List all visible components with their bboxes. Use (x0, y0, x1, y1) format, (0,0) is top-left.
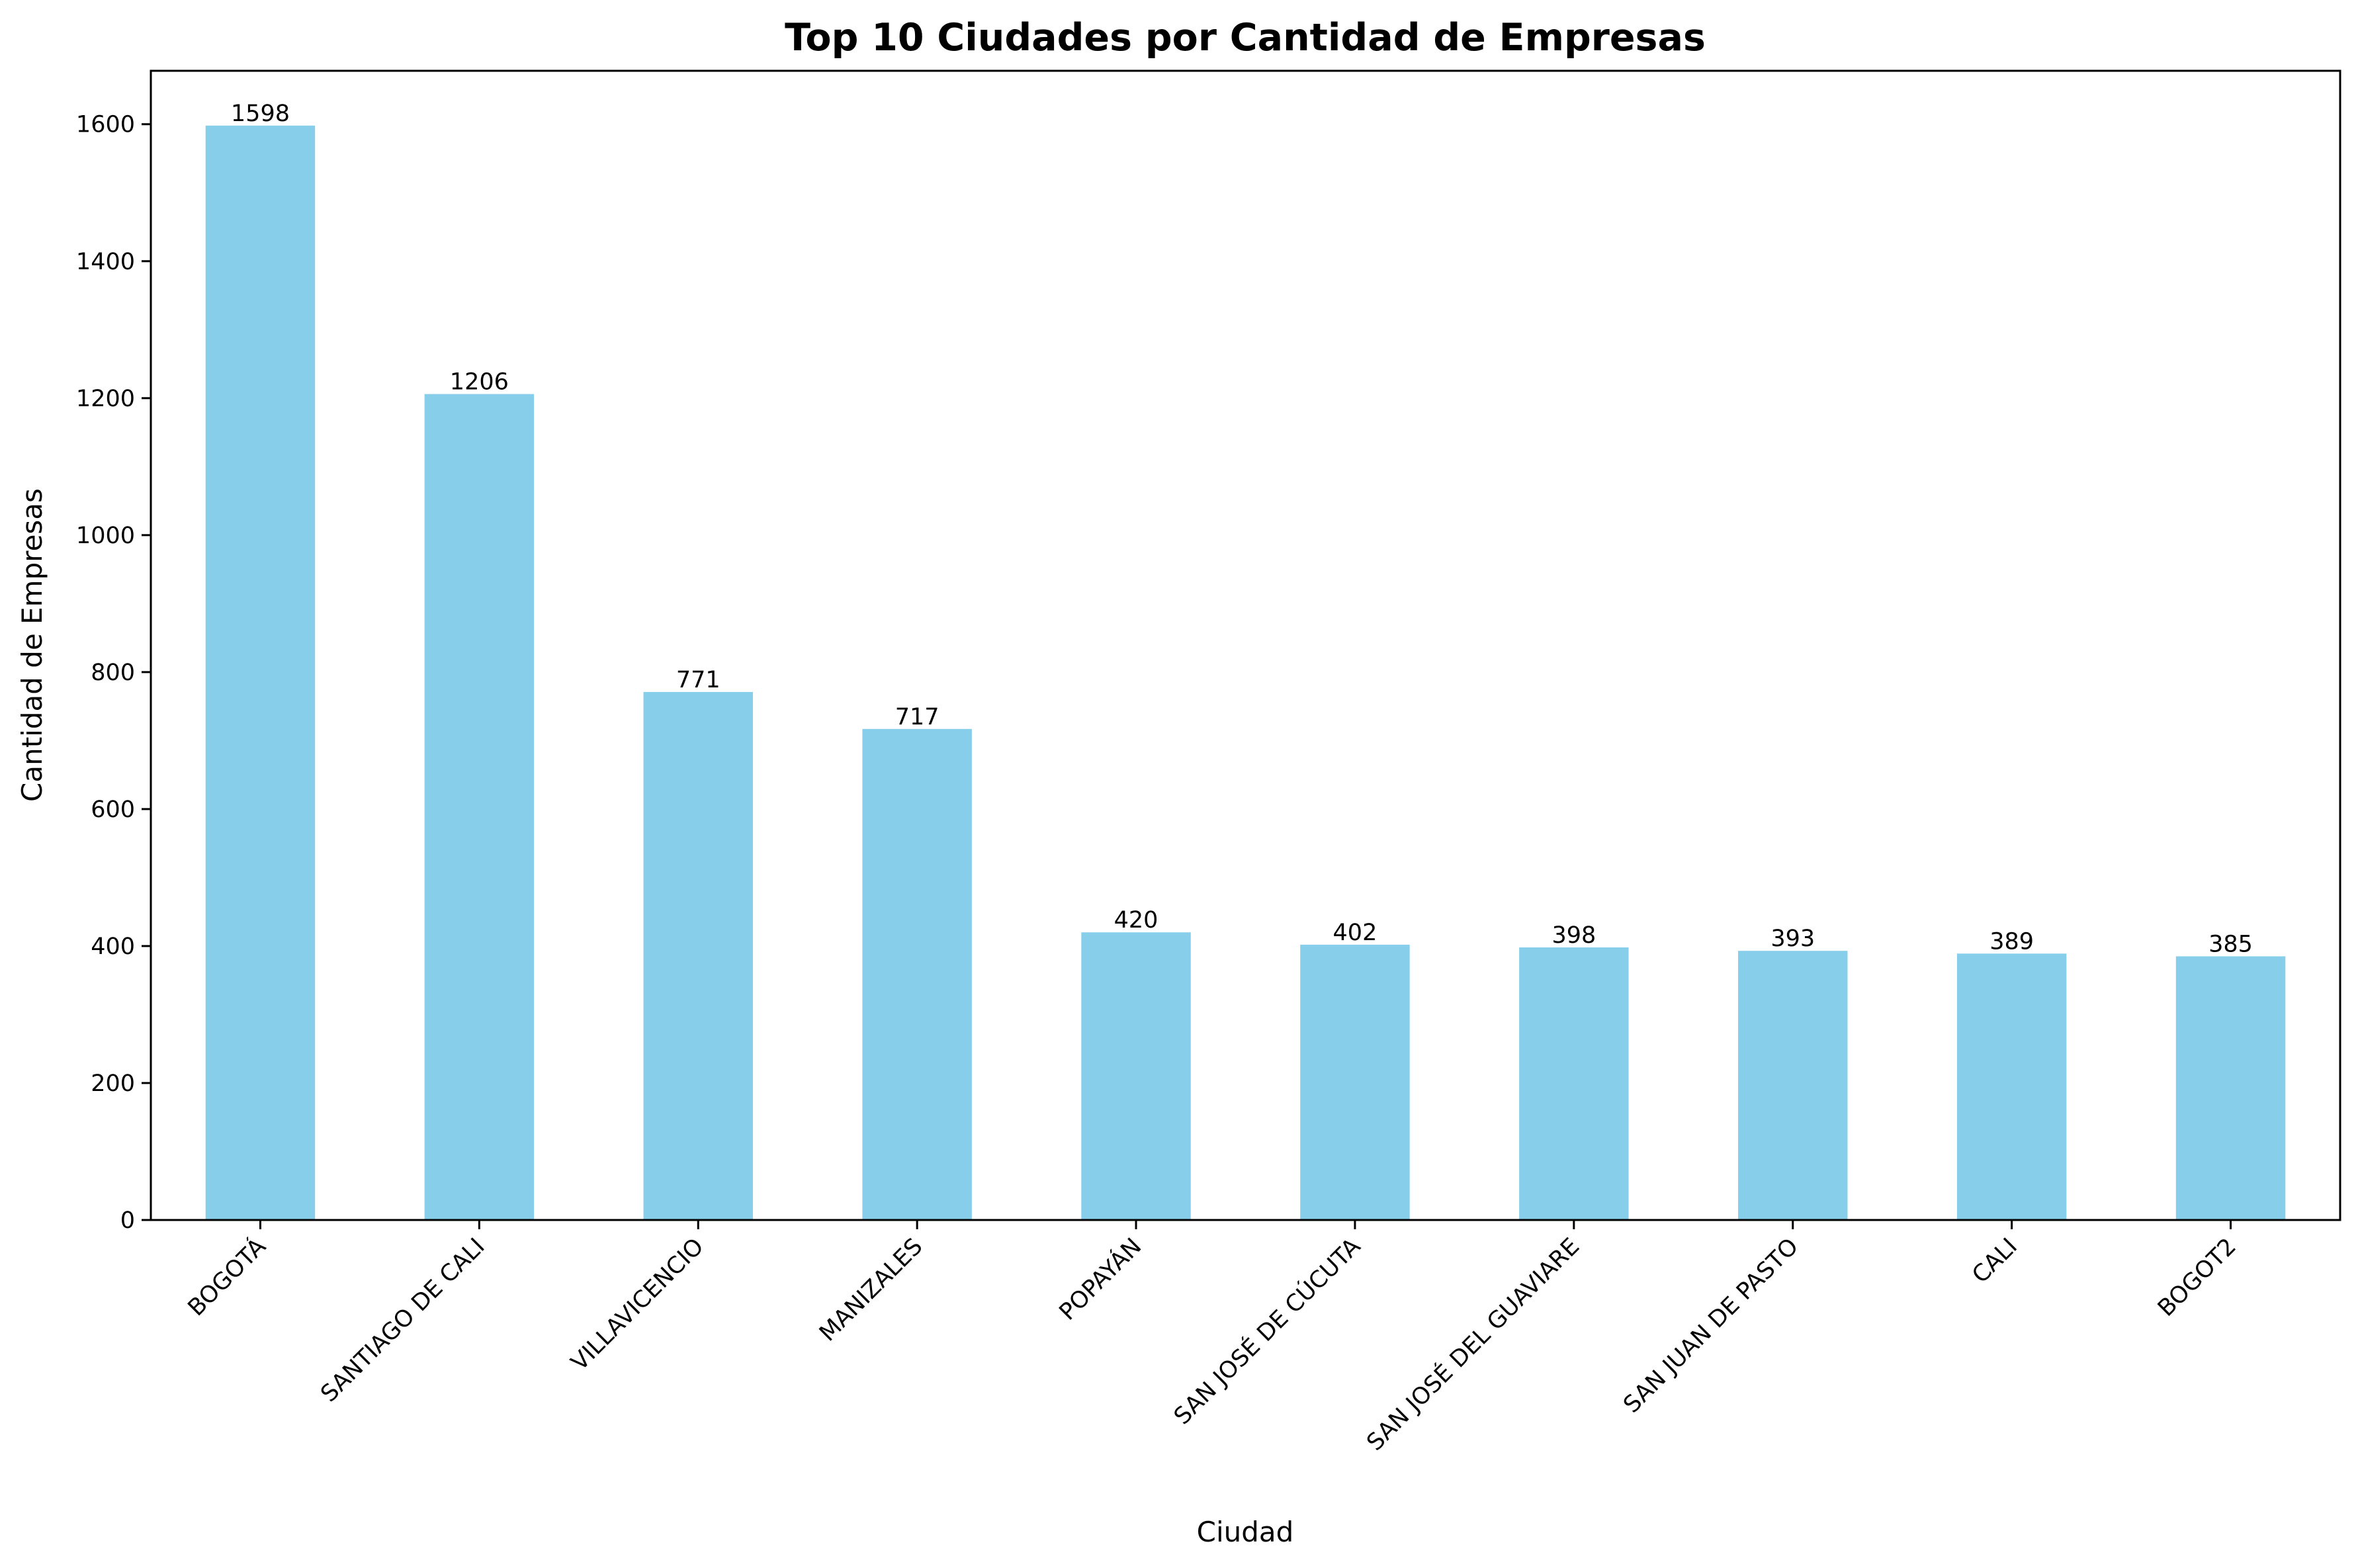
bar (1300, 944, 1410, 1220)
y-tick-label: 400 (91, 934, 135, 960)
y-tick-label: 1200 (76, 386, 135, 412)
bar-value-label: 385 (2208, 931, 2253, 957)
bar (862, 728, 972, 1220)
bar-value-label: 771 (676, 667, 720, 693)
y-axis-ticks: 0 200 400 600 800 1000 1200 1400 1600 (76, 112, 151, 1234)
bar (205, 125, 316, 1220)
bar (643, 691, 753, 1220)
plot-frame (150, 69, 2341, 1221)
bar (1738, 951, 1848, 1220)
bar (1081, 932, 1191, 1220)
bar (424, 394, 535, 1220)
bar-value-label: 420 (1114, 907, 1158, 934)
y-tick-label: 1000 (76, 523, 135, 549)
y-tick-label: 1600 (76, 112, 135, 138)
bar-value-labels: 1598 1206 771 717 420 402 398 393 389 385 (231, 101, 2253, 958)
x-axis-label: Ciudad (1197, 1516, 1294, 1548)
bar-value-label: 393 (1770, 926, 1815, 952)
bar (1956, 953, 2067, 1220)
y-axis-label: Cantidad de Empresas (16, 488, 48, 802)
y-tick-label: 200 (91, 1070, 135, 1097)
bars-group (205, 125, 2286, 1220)
y-tick-label: 0 (120, 1207, 135, 1234)
bar (1519, 947, 1629, 1220)
bar-value-label: 398 (1551, 922, 1596, 949)
bar-value-label: 1206 (450, 369, 509, 396)
bar-value-label: 717 (895, 704, 939, 730)
bar-value-label: 389 (1989, 928, 2034, 955)
y-tick-label: 600 (91, 797, 135, 823)
chart-title: Top 10 Ciudades por Cantidad de Empresas (785, 16, 1706, 60)
y-tick-label: 1400 (76, 249, 135, 275)
y-tick-label: 800 (91, 660, 135, 686)
bar-value-label: 402 (1333, 920, 1377, 946)
bar (2175, 956, 2286, 1220)
bar-value-label: 1598 (231, 101, 290, 127)
